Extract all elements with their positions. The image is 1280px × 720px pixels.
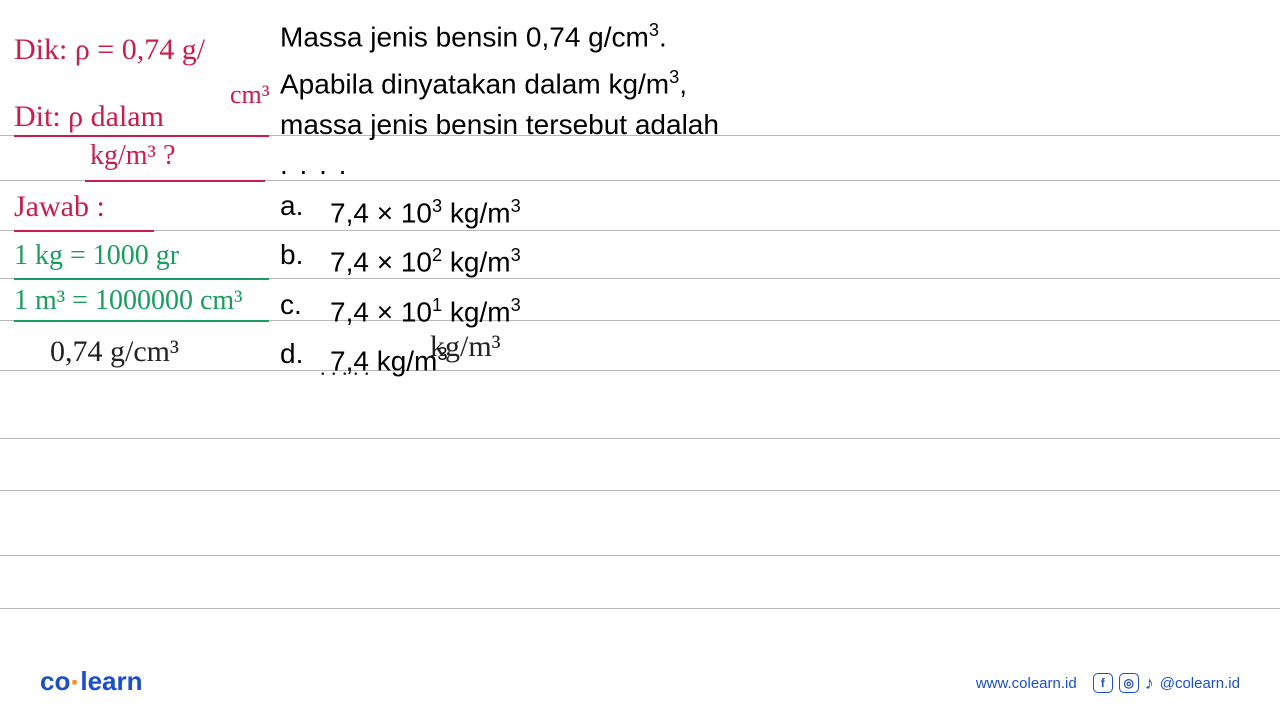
content-layer: Massa jenis bensin 0,74 g/cm3. Apabila d… (0, 0, 1280, 720)
handwriting-kg-conversion: 1 kg = 1000 gr (14, 240, 179, 272)
handwriting-jawab: Jawab : (14, 190, 105, 224)
q2-pre: Apabila dinyatakan dalam kg/m (280, 69, 669, 100)
opt-a-pre: 7,4 × 10 (330, 197, 432, 228)
q1-pre: Massa jenis bensin 0,74 g/cm (280, 21, 649, 52)
underline-dit (14, 135, 269, 137)
opt-b-unitsup: 3 (511, 245, 521, 265)
question-line-2: Apabila dinyatakan dalam kg/m3, (280, 57, 780, 104)
handwriting-dik: Dik: ρ = 0,74 g/ (14, 33, 205, 67)
opt-a-sup: 3 (432, 196, 442, 216)
underline-kgm3 (85, 180, 265, 182)
question-dots: . . . . (280, 145, 780, 185)
logo-co: co (40, 666, 70, 696)
tiktok-icon: ♪ (1145, 673, 1154, 694)
facebook-icon: f (1093, 673, 1113, 693)
handwriting-dit: Dit: ρ dalam (14, 100, 164, 134)
footer: co·learn www.colearn.id f ◎ ♪ @colearn.i… (0, 666, 1280, 700)
opt-c-unitsup: 3 (511, 295, 521, 315)
question-text: Massa jenis bensin 0,74 g/cm3. Apabila d… (280, 10, 780, 185)
option-c-letter: c. (280, 284, 330, 333)
social-links: f ◎ ♪ @colearn.id (1093, 673, 1240, 694)
q2-sup: 3 (669, 67, 679, 87)
question-line-1: Massa jenis bensin 0,74 g/cm3. (280, 10, 780, 57)
underline-jawab (14, 230, 154, 232)
opt-c-pre: 7,4 × 10 (330, 296, 432, 327)
footer-url: www.colearn.id (976, 675, 1077, 692)
option-b-value: 7,4 × 102 kg/m3 (330, 234, 521, 283)
option-b-letter: b. (280, 234, 330, 283)
underline-m3conv (14, 320, 269, 322)
option-c: c. 7,4 × 101 kg/m3 (280, 284, 521, 333)
opt-c-unit: kg/m (442, 296, 510, 327)
option-b: b. 7,4 × 102 kg/m3 (280, 234, 521, 283)
handwriting-value-074: 0,74 g/cm³ (50, 335, 179, 369)
handwriting-kgm3-unit: kg/m³ (430, 330, 501, 364)
option-a-value: 7,4 × 103 kg/m3 (330, 185, 521, 234)
opt-b-unit: kg/m (442, 247, 510, 278)
q1-sup: 3 (649, 20, 659, 40)
social-handle: @colearn.id (1160, 675, 1240, 692)
handwriting-m3-conversion: 1 m³ = 1000000 cm³ (14, 285, 243, 317)
logo-learn: learn (80, 666, 142, 696)
handwriting-kgm3-question: kg/m³ ? (90, 140, 175, 172)
handwriting-blank-dots: . . . . . (320, 355, 370, 381)
q1-post: . (659, 21, 667, 52)
opt-b-pre: 7,4 × 10 (330, 247, 432, 278)
logo-dot-icon: · (70, 666, 80, 699)
opt-a-unit: kg/m (442, 197, 510, 228)
option-a-letter: a. (280, 185, 330, 234)
underline-kg1000 (14, 278, 269, 280)
handwriting-cm3: cm³ (230, 80, 270, 110)
footer-right: www.colearn.id f ◎ ♪ @colearn.id (976, 673, 1240, 694)
option-c-value: 7,4 × 101 kg/m3 (330, 284, 521, 333)
option-a: a. 7,4 × 103 kg/m3 (280, 185, 521, 234)
opt-a-unitsup: 3 (511, 196, 521, 216)
colearn-logo: co·learn (40, 666, 143, 700)
question-line-3: massa jenis bensin tersebut adalah (280, 105, 780, 145)
instagram-icon: ◎ (1119, 673, 1139, 693)
opt-c-sup: 1 (432, 295, 442, 315)
opt-b-sup: 2 (432, 245, 442, 265)
q2-post: , (679, 69, 687, 100)
